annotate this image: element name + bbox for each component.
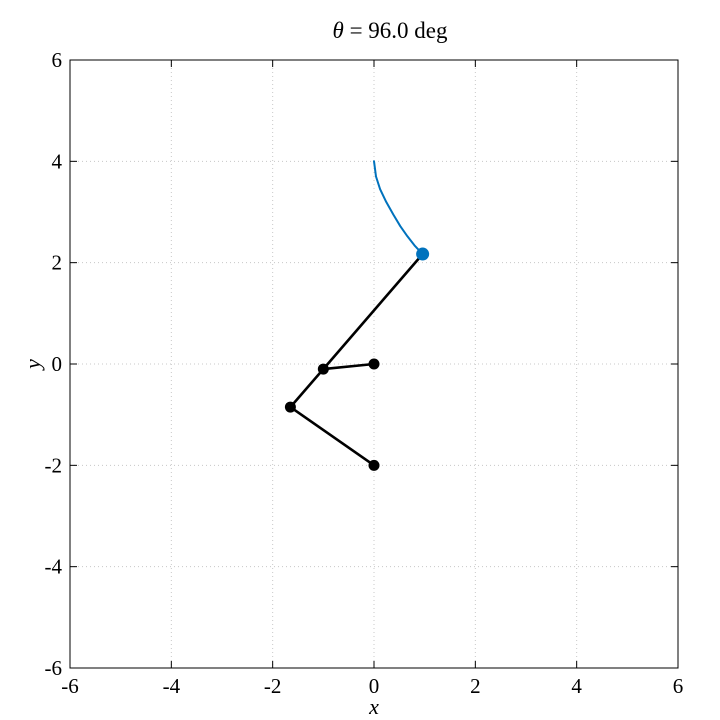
x-tick-label: -4 bbox=[163, 674, 181, 698]
x-tick-label: -2 bbox=[264, 674, 282, 698]
chart-title: θ = 96.0 deg bbox=[333, 18, 448, 43]
tick-labels: -6 -4 -2 0 2 4 6 -6 -4 -2 0 2 4 6 bbox=[45, 48, 684, 698]
chart-title-symbol: θ bbox=[333, 18, 344, 43]
chart-title-rest: = 96.0 deg bbox=[344, 18, 448, 43]
y-tick-label: -2 bbox=[45, 453, 63, 477]
y-tick-label: 0 bbox=[52, 352, 63, 376]
end-effector-point bbox=[416, 247, 430, 261]
joint-point bbox=[317, 363, 329, 375]
x-tick-label: 4 bbox=[571, 674, 582, 698]
y-tick-label: -4 bbox=[45, 555, 63, 579]
joint-point bbox=[284, 401, 296, 413]
y-tick-label: 2 bbox=[52, 251, 63, 275]
tick-marks bbox=[69, 59, 679, 669]
x-axis-label: x bbox=[368, 694, 379, 719]
joint-point bbox=[368, 459, 380, 471]
x-tick-label: 6 bbox=[673, 674, 684, 698]
x-tick-label: 2 bbox=[470, 674, 481, 698]
trace-curve bbox=[373, 160, 424, 256]
plot-data bbox=[284, 160, 430, 471]
linkage-bar bbox=[289, 362, 376, 467]
x-tick-label: -6 bbox=[61, 674, 79, 698]
y-tick-label: -6 bbox=[45, 656, 63, 680]
y-tick-label: 4 bbox=[52, 149, 63, 173]
linkage-bar bbox=[322, 252, 424, 371]
x-tick-label: 0 bbox=[369, 674, 380, 698]
y-tick-label: 6 bbox=[52, 48, 63, 72]
joint-point bbox=[368, 358, 380, 370]
y-axis-label: y bbox=[20, 359, 45, 371]
